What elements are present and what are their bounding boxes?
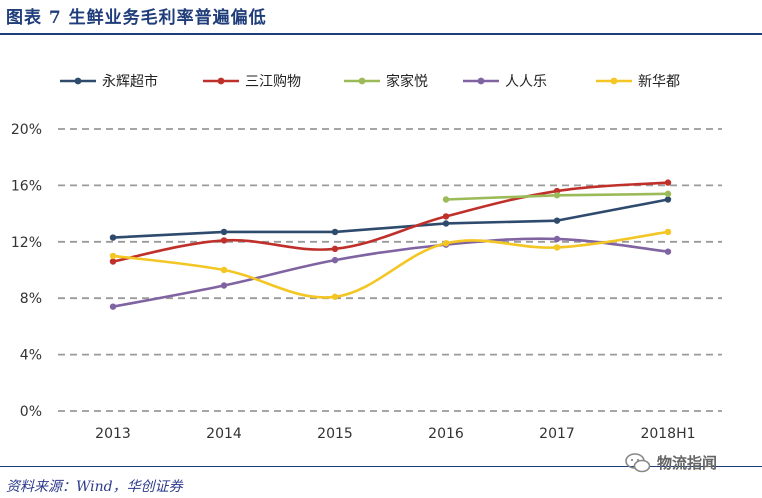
legend-label: 人人乐	[505, 74, 547, 90]
data-point	[664, 248, 672, 255]
data-point	[109, 303, 117, 310]
figure-title: 图表 7 生鲜业务毛利率普遍偏低	[6, 8, 267, 28]
data-point	[109, 258, 117, 265]
legend-swatch-marker	[74, 77, 82, 85]
data-point	[442, 220, 450, 227]
data-point	[664, 228, 672, 236]
wechat-icon	[625, 452, 651, 472]
legend-item: 人人乐	[463, 74, 547, 90]
legend-label: 三江购物	[245, 74, 301, 90]
data-point	[553, 235, 561, 243]
data-point	[109, 234, 117, 241]
legend-item: 三江购物	[203, 74, 301, 90]
data-point	[553, 217, 561, 224]
legend-label: 家家悦	[386, 73, 428, 90]
legend-swatch-marker	[217, 77, 225, 85]
y-tick-label: 20%	[11, 122, 42, 138]
data-point	[109, 252, 117, 260]
legend-item: 新华都	[596, 74, 680, 90]
x-tick-label: 2014	[206, 426, 242, 442]
legend-label: 新华都	[638, 74, 680, 90]
title-divider	[0, 33, 762, 35]
watermark: 物流指闻	[625, 452, 717, 473]
data-point	[331, 293, 339, 300]
series-1	[109, 196, 672, 241]
series-lines	[109, 179, 672, 310]
series-line	[111, 181, 670, 263]
data-point	[664, 179, 672, 186]
x-tick-label: 2017	[539, 426, 575, 442]
x-tick-label: 2015	[317, 426, 353, 442]
series-line	[111, 230, 670, 299]
y-axis-ticks: 0% 4% 8% 12% 16% 20%	[11, 122, 42, 420]
series-line	[111, 237, 670, 308]
legend-swatch-marker	[477, 77, 485, 85]
data-point	[220, 282, 228, 289]
source-note: 资料来源：Wind，华创证券	[6, 479, 183, 495]
series-line	[111, 198, 670, 239]
data-point	[220, 228, 228, 236]
x-tick-label: 2013	[95, 426, 131, 442]
series-2	[109, 179, 672, 265]
data-point	[442, 240, 450, 247]
series-3	[442, 190, 672, 203]
data-point	[331, 245, 339, 253]
x-axis-ticks: 2013 2014 2015 2016 2017 2018H1	[95, 426, 695, 442]
data-point	[220, 266, 228, 274]
legend-label: 永辉超市	[102, 73, 158, 90]
legend: 永辉超市 三江购物 家家悦 人人乐 新华都	[60, 73, 680, 90]
x-tick-label: 2016	[428, 426, 464, 442]
legend-swatch-marker	[610, 77, 618, 85]
y-tick-label: 0%	[20, 404, 42, 420]
line-chart: 永辉超市 三江购物 家家悦 人人乐 新华都 0%4%8%12%16%20% 2013 20…	[11, 73, 722, 442]
y-tick-label: 16%	[11, 178, 42, 194]
series-5	[109, 228, 672, 300]
data-point	[220, 237, 228, 244]
data-point	[442, 196, 450, 203]
data-point	[331, 256, 339, 264]
data-point	[553, 244, 561, 251]
data-point	[664, 196, 672, 203]
data-point	[553, 192, 561, 199]
x-tick-label: 2018H1	[640, 426, 695, 442]
y-tick-label: 4%	[20, 348, 42, 364]
y-tick-label: 8%	[20, 291, 42, 307]
data-point	[664, 190, 672, 198]
legend-item: 永辉超市	[60, 73, 158, 90]
watermark-text: 物流指闻	[657, 454, 718, 472]
legend-item: 家家悦	[344, 73, 428, 90]
data-point	[331, 228, 339, 236]
data-point	[442, 213, 450, 220]
legend-swatch-marker	[358, 77, 366, 85]
gridlines	[58, 128, 722, 412]
source-divider	[0, 466, 762, 467]
y-tick-label: 12%	[11, 235, 42, 251]
